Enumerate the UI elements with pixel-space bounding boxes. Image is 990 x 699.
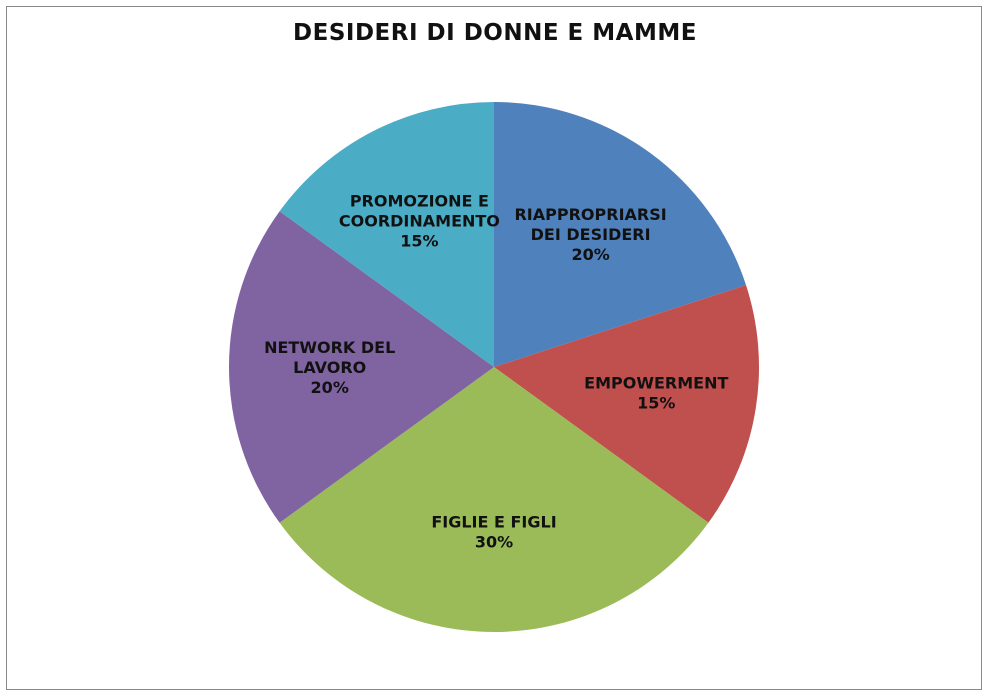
slice-label-1: RIAPPROPRIARSI DEI DESIDERI 20%	[514, 205, 666, 264]
slice-label-3: FIGLIE E FIGLI 30%	[431, 512, 556, 551]
slice-category-label: FIGLIE E FIGLI	[431, 512, 556, 531]
slice-label-4: NETWORK DEL LAVORO 20%	[264, 338, 395, 397]
slice-value-label: 15%	[637, 394, 675, 413]
slice-category-label: EMPOWERMENT	[584, 374, 728, 393]
pie-labels: RIAPPROPRIARSI DEI DESIDERI 20%EMPOWERMENT…	[264, 192, 728, 552]
pie-slice-5	[279, 102, 494, 367]
slice-label-2: EMPOWERMENT 15%	[584, 374, 728, 413]
slice-value-label: 30%	[475, 532, 513, 551]
pie-slice-4	[229, 211, 494, 523]
pie-slice-1	[494, 101, 747, 367]
pie-slice-2	[494, 285, 759, 523]
slice-category-label: PROMOZIONE E	[350, 192, 489, 211]
slice-category-label: LAVORO	[293, 358, 366, 377]
slice-label-5: PROMOZIONE E COORDINAMENTO 15%	[339, 192, 500, 251]
chart-title: DESIDERI DI DONNE E MAMME	[293, 20, 697, 46]
pie-slice-3	[279, 367, 709, 632]
slice-category-label: DEI DESIDERI	[531, 225, 651, 244]
pie-slices	[229, 101, 759, 632]
slice-value-label: 20%	[311, 378, 349, 397]
slice-category-label: NETWORK DEL	[264, 338, 395, 357]
slice-category-label: COORDINAMENTO	[339, 212, 500, 231]
slice-value-label: 15%	[400, 232, 438, 251]
slice-value-label: 20%	[571, 245, 609, 264]
slice-category-label: RIAPPROPRIARSI	[514, 205, 666, 224]
